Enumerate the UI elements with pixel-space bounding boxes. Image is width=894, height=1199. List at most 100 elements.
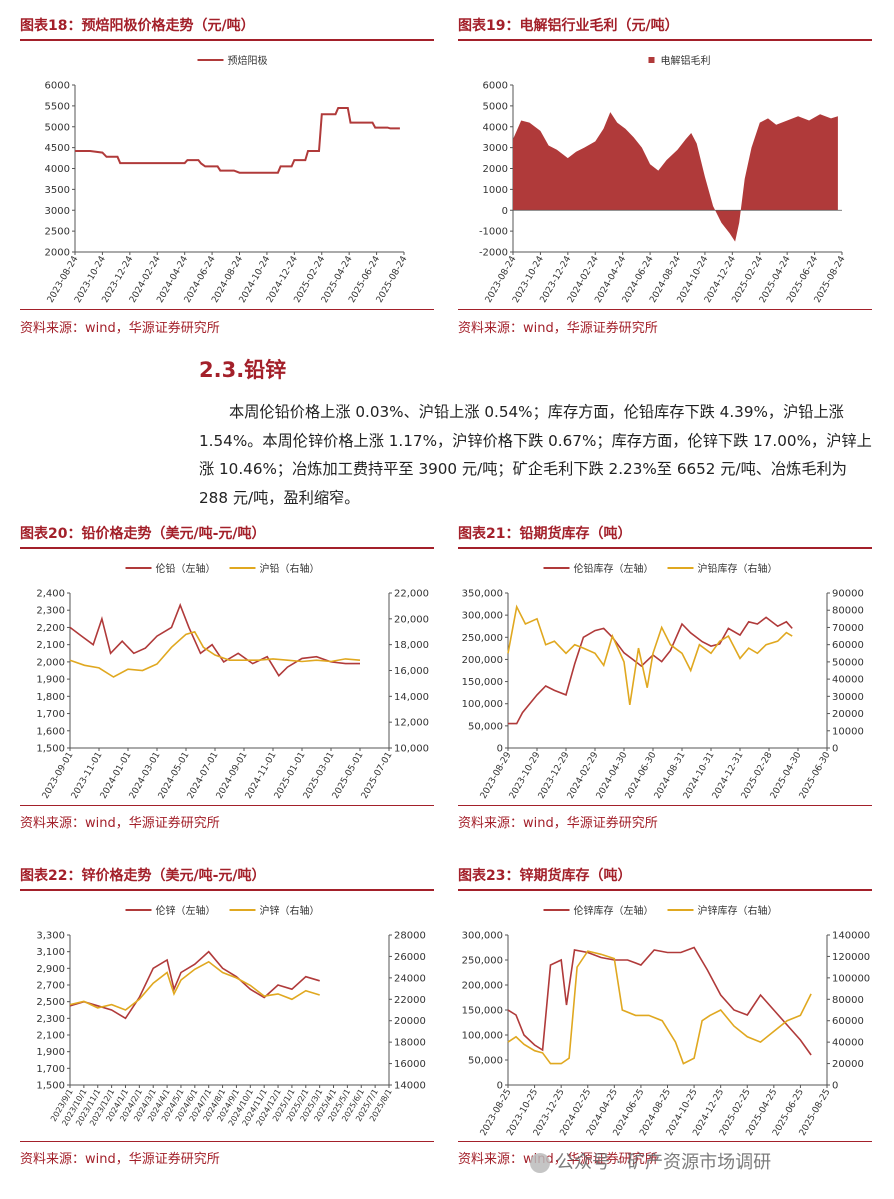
y-tick-label-left: 0 [497,744,503,755]
wechat-icon [530,1153,550,1173]
y-tick-label-left: 3,300 [36,931,65,942]
y-tick-label-left: -1000 [479,227,508,238]
y-tick-label-left: 1,700 [36,1064,65,1075]
y-tick-label-right: 120000 [832,952,870,963]
legend-label: 沪锌库存（右轴） [698,904,778,917]
y-tick-label-right: 14,000 [394,692,429,703]
legend-label: 伦锌库存（左轴） [574,904,654,917]
fig23-source: 资料来源：wind，华源证券研究所 [458,1152,658,1167]
y-tick-label-left: 3,100 [36,947,65,958]
y-tick-label-left: 4000 [483,122,508,133]
y-tick-label-right: 18000 [394,1038,426,1049]
y-tick-label-left: 1000 [483,185,508,196]
fig22-title-rule [20,889,434,891]
fig22-source-rule [20,1141,434,1142]
legend-label: 伦铅（左轴） [156,562,216,575]
y-tick-label-left: 300,000 [462,611,503,622]
fig20-title: 图表20：铅价格走势（美元/吨-元/吨） [20,526,266,542]
y-tick-label-right: 0 [832,744,838,755]
y-tick-label-left: 2,300 [36,1014,65,1025]
y-tick-label-left: 100,000 [462,699,503,710]
watermark-text: 公众号 · 矿产资源市场调研 [556,1152,772,1173]
y-tick-label-left: 1,600 [36,726,65,737]
y-tick-label-left: 1,500 [36,744,65,755]
legend-label: 伦铅库存（左轴） [574,562,654,575]
legend-swatch [648,57,655,63]
fig19-chart: -2000-100001000200030004000500060002023-… [479,54,848,305]
fig23-source-rule [458,1141,872,1142]
section-title: 2.3.铅锌 [199,358,287,382]
y-tick-label-left: 5500 [45,101,70,112]
y-tick-label-left: 3500 [45,185,70,196]
legend-label: 沪锌（右轴） [260,904,320,917]
y-tick-label-right: 60000 [832,1016,864,1027]
legend-label: 电解铝毛利 [661,54,711,67]
line-series [75,107,400,174]
legend-label: 沪铅库存（右轴） [698,562,778,575]
fig21-title-rule [458,547,872,549]
y-tick-label-left: 2000 [483,164,508,175]
fig23-chart: 0 50,000 100,000 150,000 200,000 250,000 300,0… [462,904,871,1138]
y-tick-label-right: 22,000 [394,589,429,600]
y-tick-label-right: 22000 [394,995,426,1006]
fig21-title: 图表21：铅期货库存（吨） [458,526,632,542]
fig22-title: 图表22：锌价格走势（美元/吨-元/吨） [20,868,266,884]
y-tick-label-right: 40000 [832,1038,864,1049]
y-tick-label-right: 30000 [832,692,864,703]
line-series [507,946,812,1056]
y-tick-label-left: 2,500 [36,997,65,1008]
fig18-chart: 2000250030003500400045005000550060002023… [45,54,410,305]
watermark: 公众号 · 矿产资源市场调研 [530,1148,771,1174]
y-tick-label-right: 14000 [394,1081,426,1092]
y-tick-label-left: 3000 [483,143,508,154]
x-tick-label: 2025-06-30 [798,750,833,801]
y-tick-label-left: 150,000 [462,1006,503,1017]
line-series [69,950,320,1020]
y-tick-label-left: 2,100 [36,640,65,651]
y-tick-label-left: 4000 [45,164,70,175]
y-tick-label-left: 2,400 [36,589,65,600]
y-tick-label-left: -2000 [479,248,508,259]
y-tick-label-left: 1,900 [36,1047,65,1058]
panel-fig19: 图表19：电解铝行业毛利（元/吨） -2000 -1000 0 1000 2000 300… [458,15,872,345]
panel-fig22: 图表22：锌价格走势（美元/吨-元/吨） 1,500 1,700 1,900 2,10… [20,865,434,1185]
fig18-source-rule [20,309,434,310]
y-tick-label-left: 6000 [483,81,508,92]
area-series [513,112,838,242]
y-tick-label-right: 16000 [394,1059,426,1070]
y-tick-label-left: 2,900 [36,964,65,975]
y-tick-label-left: 150,000 [462,677,503,688]
line-series [507,604,793,706]
panel-fig21: 图表21：铅期货库存（吨） 0 50,000 100,000 150,000 200,0… [458,523,872,841]
y-tick-label-right: 0 [832,1081,838,1092]
section-paragraph: 本周伦铅价格上涨 0.03%、沪铅上涨 0.54%；库存方面，伦铅库存下跌 4.… [199,403,872,507]
fig23-title: 图表23：锌期货库存（吨） [458,868,632,884]
y-tick-label-left: 2,100 [36,1031,65,1042]
fig23-title-rule [458,889,872,891]
y-tick-label-left: 3000 [45,206,70,217]
y-tick-label-left: 0 [502,206,508,217]
y-tick-label-left: 50,000 [468,721,503,732]
panel-fig18: 图表18：预焙阳极价格走势（元/吨） 2000 2500 3000 3500 4000 4… [20,15,434,345]
fig20-source-rule [20,805,434,806]
y-tick-label-left: 0 [497,1081,503,1092]
x-tick-label: 2025-07-01 [360,751,395,801]
legend-label: 预焙阳极 [228,54,268,67]
y-tick-label-right: 28000 [394,931,426,942]
y-tick-label-left: 200,000 [462,655,503,666]
y-tick-label-right: 24000 [394,973,426,984]
fig22-source: 资料来源：wind，华源证券研究所 [20,1152,220,1167]
fig19-title: 图表19：电解铝行业毛利（元/吨） [458,18,679,34]
fig20-chart: 1,500 1,600 1,700 1,800 1,900 2,000 2,100 2,200… [36,562,429,801]
fig18-source: 资料来源：wind，华源证券研究所 [20,321,220,336]
fig21-source: 资料来源：wind，华源证券研究所 [458,816,658,831]
y-tick-label-right: 60000 [832,640,864,651]
y-tick-label-left: 1,800 [36,692,65,703]
y-tick-label-right: 80000 [832,606,864,617]
fig19-title-rule [458,39,872,41]
legend-label: 沪铅（右轴） [260,562,320,575]
fig21-source-rule [458,805,872,806]
y-tick-label-left: 100,000 [462,1031,503,1042]
y-tick-label-right: 140000 [832,931,870,942]
y-tick-label-right: 100000 [832,973,870,984]
